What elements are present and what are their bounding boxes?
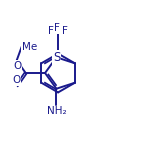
Text: Me: Me	[22, 42, 37, 52]
Text: NH₂: NH₂	[47, 106, 67, 116]
Text: O: O	[13, 61, 21, 71]
Text: F: F	[48, 26, 54, 36]
Text: O: O	[13, 75, 21, 85]
Text: F: F	[62, 26, 68, 36]
Text: S: S	[53, 51, 60, 64]
Text: F: F	[54, 23, 60, 33]
